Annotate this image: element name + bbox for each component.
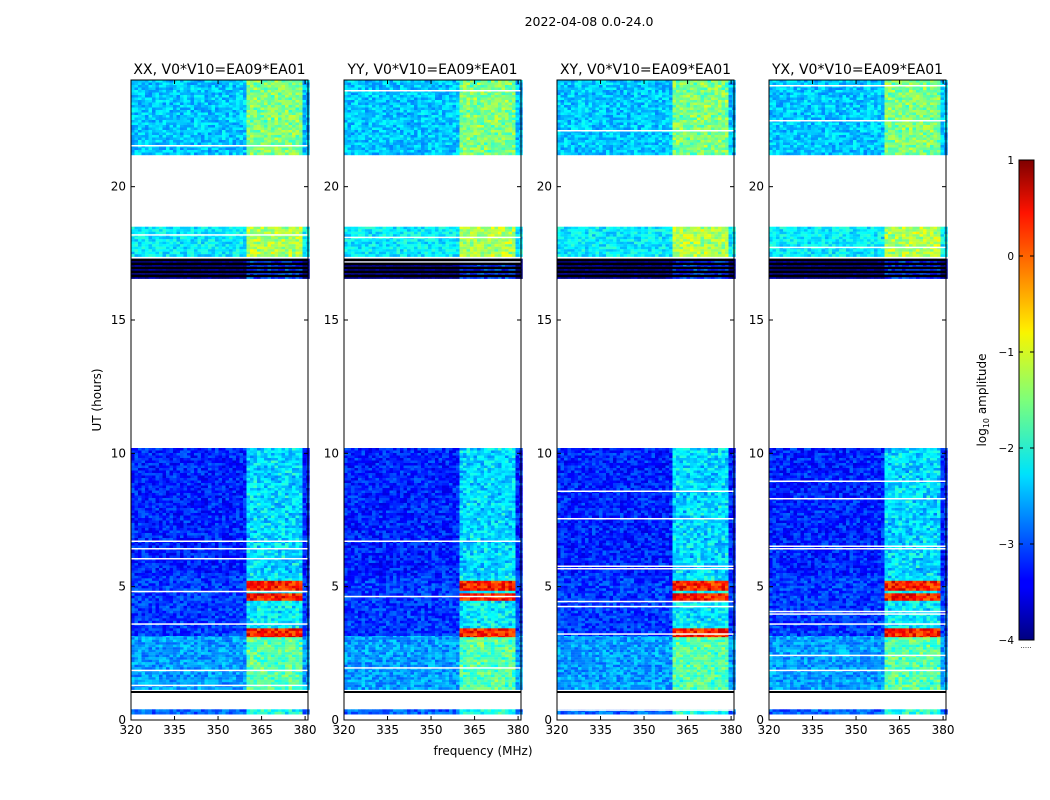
figure-title: 2022-04-08 0.0-24.0 [525, 14, 654, 29]
data-segment [769, 709, 948, 715]
x-tick-label: 380 [720, 723, 743, 737]
y-tick-label: 15 [537, 313, 552, 327]
x-tick-label: 380 [507, 723, 530, 737]
colorbar-tick-label: −3 [999, 539, 1014, 551]
data-segment [769, 634, 948, 690]
panel-1: YY, V0*V10=EA09*EA01 320 335 350 365 380 0 5 10 1… [324, 62, 530, 737]
panel-2: XY, V0*V10=EA09*EA01 320 335 350 365 380 0 5 10 1… [537, 62, 743, 737]
x-tick-label: 320 [120, 723, 143, 737]
x-tick-label: 350 [207, 723, 230, 737]
x-tick-label: 365 [888, 723, 911, 737]
data-segment [769, 258, 948, 279]
x-tick-label: 335 [163, 723, 186, 737]
x-tick-label: 335 [801, 723, 824, 737]
data-segment [344, 258, 523, 279]
data-segment [557, 226, 736, 257]
y-tick-label: 5 [544, 580, 552, 594]
data-segment [131, 226, 310, 257]
data-segment [131, 258, 310, 279]
colorbar-tick-label: −4 [999, 635, 1015, 647]
y-tick-label: 0 [118, 713, 126, 727]
x-tick-label: 320 [758, 723, 781, 737]
colorbar-tick-label: 1 [1007, 155, 1014, 167]
y-tick-label: 5 [331, 580, 339, 594]
y-tick-label: 20 [537, 180, 552, 194]
data-segment [769, 573, 948, 636]
y-tick-label: 10 [537, 446, 552, 460]
y-tick-label: 0 [544, 713, 552, 727]
colorbar: 1 0 −1 −2 −3 −4 log10 amplitude..... [975, 155, 1035, 650]
data-segment [769, 448, 948, 576]
data-segment [131, 448, 310, 576]
data-segment [131, 709, 310, 715]
data-segment [344, 80, 523, 156]
data-segment [131, 634, 310, 690]
data-segment [344, 634, 523, 690]
y-tick-label: 10 [749, 446, 764, 460]
colorbar-gradient [1018, 159, 1035, 641]
colorbar-tick-label: −2 [999, 443, 1014, 455]
x-tick-label: 320 [333, 723, 356, 737]
data-segment [131, 573, 310, 636]
x-tick-label: 320 [546, 723, 569, 737]
panel-title: YX, V0*V10=EA09*EA01 [771, 62, 943, 78]
y-tick-label: 20 [749, 180, 764, 194]
data-segment [769, 226, 948, 257]
panel-title: YY, V0*V10=EA09*EA01 [346, 62, 517, 78]
colorbar-label: log10 amplitude [975, 354, 991, 447]
y-tick-label: 5 [756, 580, 764, 594]
y-tick-label: 10 [111, 446, 126, 460]
x-axis-label: frequency (MHz) [433, 744, 532, 758]
y-tick-label: 10 [324, 446, 339, 460]
data-segment [344, 709, 523, 715]
x-tick-label: 380 [932, 723, 955, 737]
data-segment [557, 709, 736, 715]
x-tick-label: 335 [376, 723, 399, 737]
x-tick-label: 335 [589, 723, 612, 737]
y-tick-label: 20 [324, 180, 339, 194]
y-axis-label: UT (hours) [90, 368, 104, 431]
panel-3: YX, V0*V10=EA09*EA01 320 335 350 365 380 0 5 10 1… [749, 62, 955, 737]
data-segment [557, 573, 736, 636]
x-tick-label: 365 [463, 723, 486, 737]
y-tick-label: 5 [118, 580, 126, 594]
data-segment [557, 448, 736, 576]
panel-title: XY, V0*V10=EA09*EA01 [560, 62, 731, 78]
x-tick-label: 350 [633, 723, 656, 737]
data-segment [557, 80, 736, 156]
x-tick-label: 365 [250, 723, 273, 737]
colorbar-tick-label: 0 [1007, 251, 1014, 263]
data-segment [344, 573, 523, 636]
y-tick-label: 20 [111, 180, 126, 194]
y-tick-label: 15 [324, 313, 339, 327]
colorbar-tick-label: −1 [999, 347, 1014, 359]
y-tick-label: 15 [111, 313, 126, 327]
data-segment [557, 258, 736, 279]
y-tick-label: 0 [331, 713, 339, 727]
data-segment [344, 448, 523, 576]
data-segment [131, 80, 310, 156]
data-segment [344, 226, 523, 257]
x-tick-label: 365 [676, 723, 699, 737]
y-tick-label: 15 [749, 313, 764, 327]
colorbar-footnote: ..... [1020, 642, 1031, 650]
x-tick-label: 350 [420, 723, 443, 737]
data-segment [769, 80, 948, 156]
x-tick-label: 380 [294, 723, 317, 737]
axes-frame [130, 79, 309, 721]
y-tick-label: 0 [756, 713, 764, 727]
panel-0: XX, V0*V10=EA09*EA01 320 335 350 365 380 0 5 10 1… [111, 62, 317, 737]
axes-frame [556, 79, 735, 721]
axes-frame [768, 79, 947, 721]
panel-title: XX, V0*V10=EA09*EA01 [133, 62, 305, 78]
x-tick-label: 350 [845, 723, 868, 737]
axes-frame [343, 79, 522, 721]
data-segment [557, 634, 736, 690]
